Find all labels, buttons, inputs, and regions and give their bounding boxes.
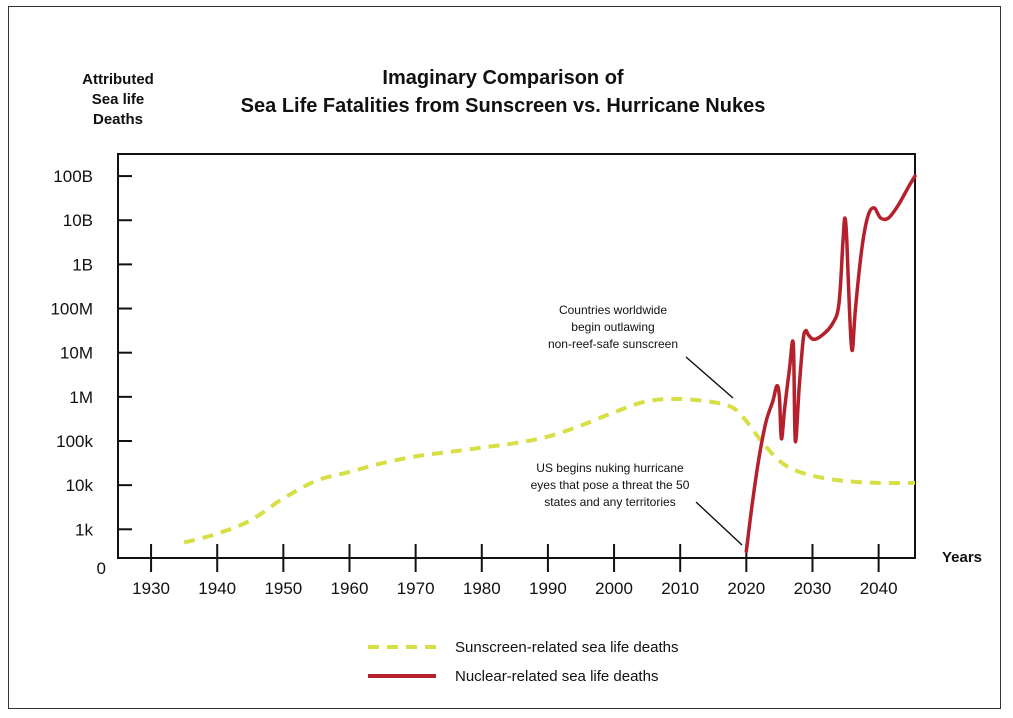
- chart-frame: [8, 6, 1001, 709]
- y-tick-label-10M: 10M: [60, 344, 93, 363]
- x-tick-label-1970: 1970: [397, 579, 435, 598]
- x-tick-label-2000: 2000: [595, 579, 633, 598]
- annotation-nuking-pointer: [695, 501, 743, 546]
- y-tick-label-10B: 10B: [63, 211, 93, 230]
- y-axis-label-line-2: Sea life: [92, 91, 145, 108]
- annotation-nuking-line-2: eyes that pose a threat the 50: [531, 478, 690, 492]
- y-axis-label-line-1: Attributed: [82, 71, 154, 88]
- x-tick-label-1980: 1980: [463, 579, 501, 598]
- series-line-nuclear: [744, 174, 917, 554]
- x-tick-label-2010: 2010: [661, 579, 699, 598]
- y-tick-label-10k: 10k: [66, 476, 94, 495]
- x-tick-label-2020: 2020: [727, 579, 765, 598]
- y-tick-label-1M: 1M: [69, 388, 93, 407]
- annotation-nuking: US begins nuking hurricane eyes that pos…: [531, 461, 743, 546]
- y-axis-ticks: 0 1k 10k 100k 1M 10M 100M 1B 10B 100B: [50, 167, 132, 578]
- y-tick-label-0: 0: [97, 559, 106, 578]
- chart-title-line-1: Imaginary Comparison of: [382, 67, 623, 89]
- x-axis-label: Years: [942, 549, 982, 566]
- legend: Sunscreen-related sea life deaths Nuclea…: [368, 639, 678, 685]
- y-tick-label-1k: 1k: [75, 520, 93, 539]
- x-tick-label-1940: 1940: [198, 579, 236, 598]
- x-tick-label-1960: 1960: [331, 579, 369, 598]
- series-line-sunscreen: [183, 396, 916, 545]
- x-tick-label-2030: 2030: [794, 579, 832, 598]
- y-tick-label-100M: 100M: [50, 300, 93, 319]
- legend-label-sunscreen: Sunscreen-related sea life deaths: [455, 639, 678, 656]
- legend-label-nuclear: Nuclear-related sea life deaths: [455, 668, 658, 685]
- y-tick-label-1B: 1B: [72, 255, 93, 274]
- y-tick-label-100B: 100B: [53, 167, 93, 186]
- x-tick-label-1930: 1930: [132, 579, 170, 598]
- x-tick-label-1990: 1990: [529, 579, 567, 598]
- y-axis-label-line-3: Deaths: [93, 111, 143, 128]
- plot-area: [117, 153, 916, 559]
- annotation-nuking-line-3: states and any territories: [544, 495, 675, 509]
- series-group: [183, 174, 917, 554]
- annotation-outlaw-line-2: begin outlawing: [571, 320, 654, 334]
- annotation-outlaw: Countries worldwide begin outlawing non-…: [548, 303, 734, 399]
- annotation-outlaw-line-3: non-reef-safe sunscreen: [548, 337, 678, 351]
- annotation-nuking-line-1: US begins nuking hurricane: [536, 461, 684, 475]
- annotation-outlaw-pointer: [685, 356, 734, 399]
- y-tick-label-100k: 100k: [56, 432, 93, 451]
- chart-title-line-2: Sea Life Fatalities from Sunscreen vs. H…: [241, 95, 766, 117]
- x-tick-label-1950: 1950: [264, 579, 302, 598]
- annotation-outlaw-line-1: Countries worldwide: [559, 303, 667, 317]
- x-axis-ticks: 1930 1940 1950 1960 1970 1980 1990 2000 2010 2020…: [132, 544, 898, 598]
- x-tick-label-2040: 2040: [860, 579, 898, 598]
